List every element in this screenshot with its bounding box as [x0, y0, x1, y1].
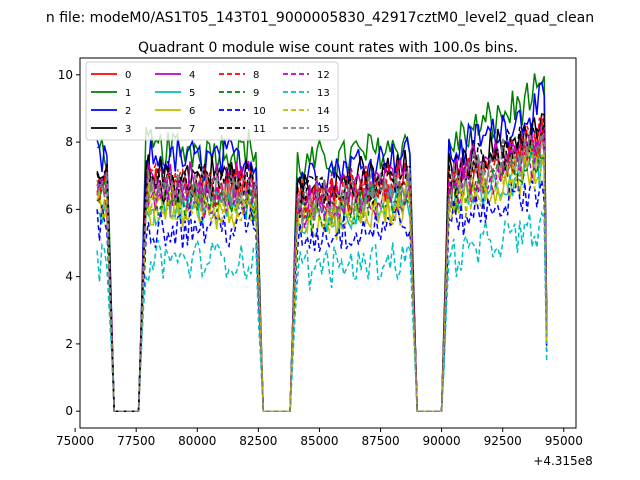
y-axis: 0 2 4 6 8 10 [58, 68, 80, 418]
x-tick-label: 80000 [178, 434, 216, 448]
chart-title: Quadrant 0 module wise count rates with … [138, 40, 518, 56]
x-offset-label: +4.315e8 [533, 454, 592, 468]
legend-label: 10 [253, 106, 266, 117]
legend-label: 7 [189, 124, 195, 135]
series-line-15 [96, 130, 548, 412]
x-tick-label: 75000 [56, 434, 94, 448]
legend-label: 15 [317, 124, 330, 135]
legend-label: 0 [125, 70, 131, 81]
x-tick-label: 92500 [484, 434, 522, 448]
x-axis: 75000 77500 80000 82500 85000 87500 90000 92500… [56, 428, 583, 448]
x-tick-label: 85000 [300, 434, 338, 448]
y-tick-label: 2 [65, 337, 73, 351]
x-tick-label: 90000 [423, 434, 461, 448]
legend-label: 8 [253, 70, 259, 81]
legend-label: 2 [125, 106, 131, 117]
x-tick-label: 87500 [361, 434, 399, 448]
legend-label: 9 [253, 88, 259, 99]
legend-label: 14 [317, 106, 330, 117]
legend-label: 12 [317, 70, 330, 81]
x-tick-label: 95000 [545, 434, 583, 448]
series-line-12 [96, 132, 548, 412]
axes-frame [79, 57, 577, 429]
series-line-11 [96, 118, 548, 412]
legend-label: 11 [253, 124, 266, 135]
y-tick-label: 8 [65, 135, 73, 149]
series-line-10 [96, 175, 548, 412]
legend-label: 6 [189, 106, 195, 117]
legend-label: 13 [317, 88, 330, 99]
legend-label: 3 [125, 124, 131, 135]
y-tick-label: 6 [65, 202, 73, 216]
legend-label: 1 [125, 88, 131, 99]
x-tick-label: 77500 [117, 434, 155, 448]
figure-suptitle: n file: modeM0/AS1T05_143T01_9000005830_… [46, 10, 594, 26]
legend-box [85, 61, 339, 141]
series-line-1 [96, 73, 548, 412]
y-tick-label: 10 [58, 68, 73, 82]
x-tick-label: 82500 [239, 434, 277, 448]
y-tick-label: 0 [65, 404, 73, 418]
y-tick-label: 4 [65, 270, 73, 284]
legend-label: 5 [189, 88, 195, 99]
legend-label: 4 [189, 70, 195, 81]
plot-area [96, 73, 548, 412]
series-line-13 [96, 210, 548, 412]
